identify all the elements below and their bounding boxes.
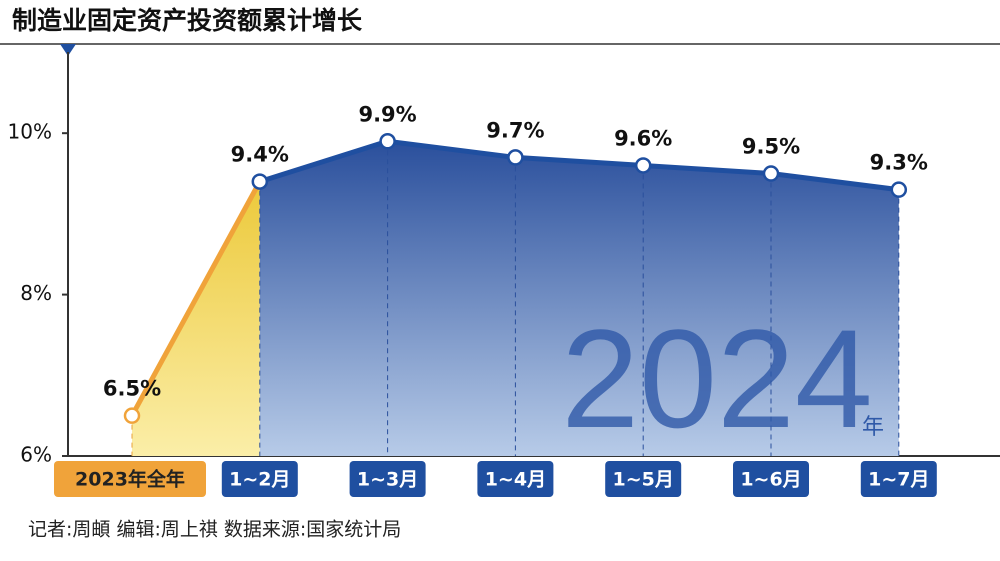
x-tick-label: 2023年全年 — [75, 468, 185, 491]
category-box — [349, 461, 426, 497]
point — [251, 173, 269, 190]
x-tick-label: 1~7月 — [868, 469, 929, 491]
value-label: 9.6% — [614, 126, 672, 150]
category-box — [733, 461, 809, 497]
y-tick-label: 8% — [20, 281, 52, 305]
chart-title: 制造业固定资产投资额累计增长 — [12, 6, 363, 35]
point — [890, 181, 908, 198]
value-label: 9.4% — [231, 143, 289, 167]
point — [379, 133, 396, 150]
line — [259, 138, 900, 193]
y-tick-label: 10% — [8, 120, 52, 144]
y-tick-label: 6% — [20, 443, 52, 467]
watermark-unit: 年 — [862, 415, 884, 440]
point — [762, 165, 780, 182]
category-box — [477, 461, 554, 497]
value-label: 9.5% — [742, 135, 800, 159]
source-note: 记者:周頔 编辑:周上祺 数据来源:国家统计局 — [28, 519, 401, 541]
x-tick-label: 1~4月 — [485, 469, 546, 491]
value-label: 9.7% — [486, 118, 544, 142]
point — [123, 407, 141, 424]
value-label: 6.5% — [103, 377, 161, 401]
x-tick-label: 1~2月 — [229, 469, 290, 491]
x-tick-label: 1~3月 — [357, 469, 418, 491]
category-box — [860, 461, 937, 497]
point — [634, 157, 652, 174]
value-label: 9.3% — [870, 151, 928, 175]
x-tick-label: 1~6月 — [740, 469, 801, 491]
line-highlight — [129, 180, 262, 417]
area-highlight — [132, 181, 260, 456]
watermark: 2024 — [561, 300, 872, 457]
category-box — [54, 461, 206, 497]
value-label: 9.9% — [358, 102, 416, 126]
category-box — [605, 461, 682, 497]
area — [259, 141, 899, 456]
category-box — [221, 461, 298, 497]
point — [507, 149, 524, 166]
x-tick-label: 1~5月 — [613, 469, 674, 491]
axis-marker — [60, 44, 76, 56]
